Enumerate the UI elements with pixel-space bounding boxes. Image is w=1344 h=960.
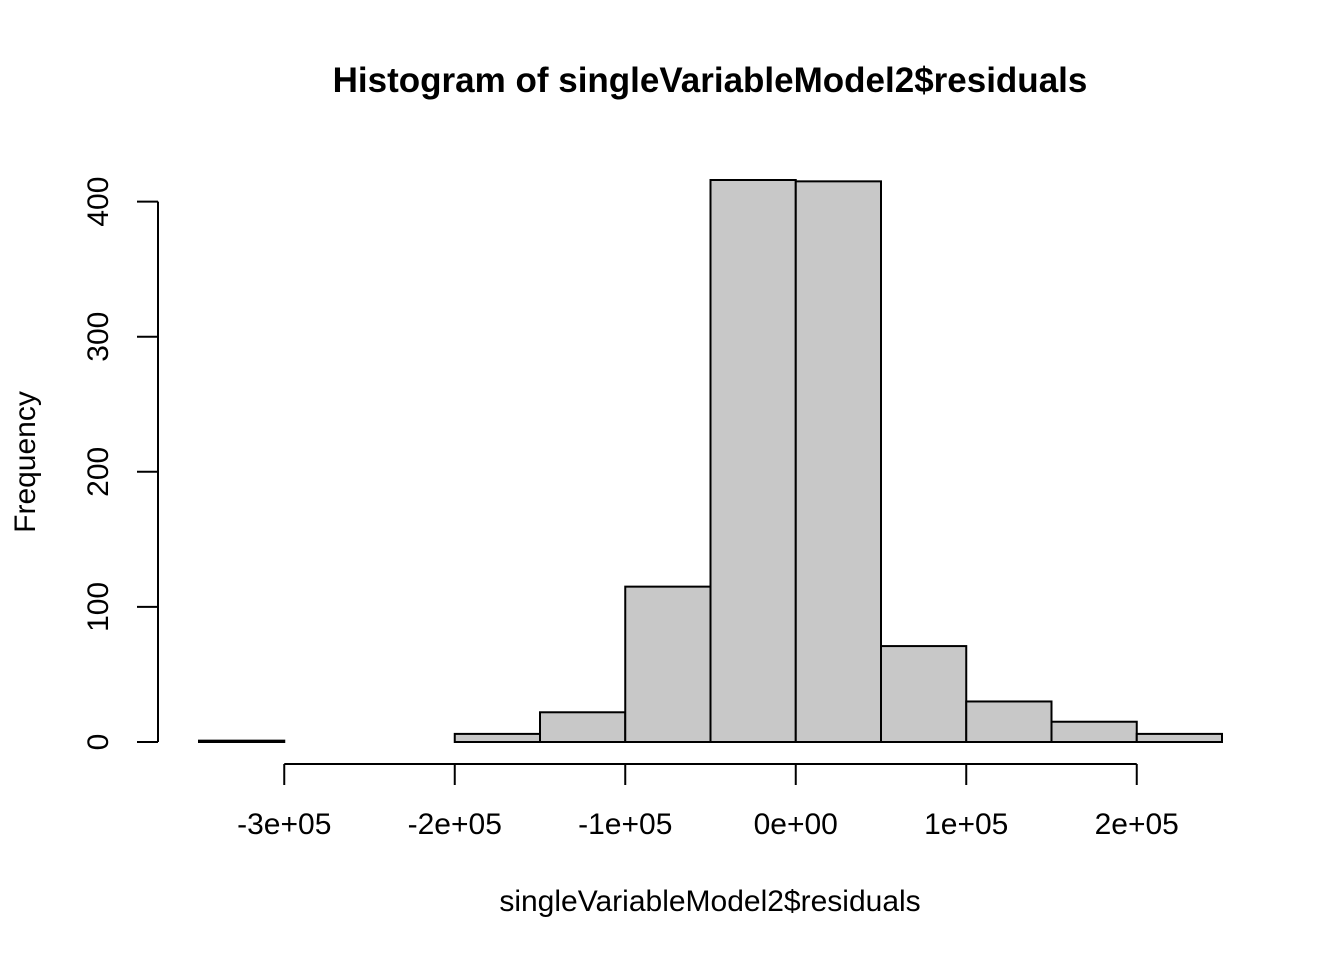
x-tick-label: 2e+05 <box>1095 808 1179 841</box>
y-axis-label: Frequency <box>9 391 42 533</box>
histogram-bar <box>539 711 627 744</box>
histogram-bar <box>794 180 882 744</box>
histogram-bar <box>624 585 712 743</box>
y-axis: 0 100 200 300 400 <box>82 177 159 751</box>
histogram-bars <box>198 179 1223 744</box>
y-tick-label: 0 <box>82 734 115 751</box>
x-tick-label: 0e+00 <box>754 808 838 841</box>
y-tick-label: 200 <box>82 447 115 497</box>
histogram-bar <box>1135 732 1223 743</box>
x-tick-label: 1e+05 <box>924 808 1008 841</box>
x-tick-label: -3e+05 <box>237 808 331 841</box>
histogram-bar <box>453 732 541 743</box>
y-tick-label: 300 <box>82 312 115 362</box>
chart-title: Histogram of singleVariableModel2$residu… <box>333 61 1088 100</box>
y-tick-label: 100 <box>82 582 115 632</box>
histogram-bar <box>198 739 286 744</box>
histogram-bar <box>709 179 797 743</box>
x-axis-label: singleVariableModel2$residuals <box>499 885 920 918</box>
histogram-bar <box>965 700 1053 743</box>
x-tick-label: -1e+05 <box>578 808 672 841</box>
x-axis: -3e+05 -2e+05 -1e+05 0e+00 1e+05 2e+05 <box>237 763 1179 841</box>
histogram-bar <box>880 645 968 743</box>
y-tick-label: 400 <box>82 177 115 227</box>
x-tick-label: -2e+05 <box>408 808 502 841</box>
histogram-bar <box>1050 720 1138 744</box>
